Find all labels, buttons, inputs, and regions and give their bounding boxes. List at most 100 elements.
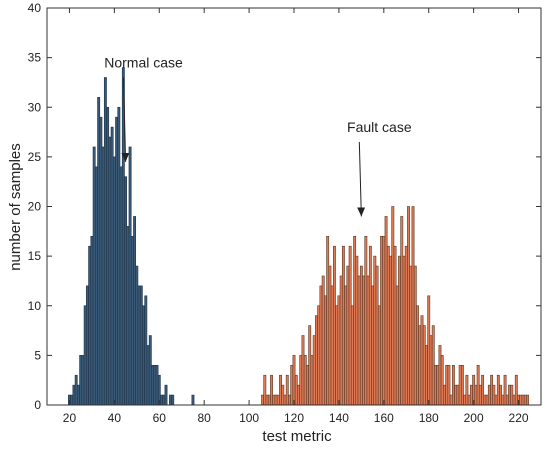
bar [355,255,359,406]
y-tick-label: 30 [28,100,42,114]
annotation-arrow [121,77,130,162]
bar [74,374,78,406]
bar [483,394,487,406]
bar [375,265,379,406]
bar [512,394,516,406]
bar [413,265,417,406]
bar [460,364,464,406]
bar [72,384,76,406]
bar [440,355,444,406]
bar [326,235,330,406]
bar [449,394,453,406]
bar [422,325,426,406]
bar [153,364,157,406]
bar [90,235,94,406]
x-tick-label: 160 [374,411,394,425]
y-tick-label: 35 [28,51,42,65]
bar [110,126,114,406]
bar [276,394,280,406]
bar [160,394,163,406]
bar [395,285,399,406]
bar [292,355,296,406]
y-tick-label: 10 [28,299,42,313]
bar [353,235,357,406]
bar [332,245,336,406]
bar [135,265,139,406]
bar [501,394,505,406]
bar [117,106,121,406]
bar [420,315,424,406]
bar [126,226,130,406]
bar [505,394,509,406]
x-tick-label: 20 [63,411,77,425]
bar [335,305,339,406]
bar [88,245,92,406]
bar [389,255,392,406]
bar [83,305,87,406]
bar [443,384,446,406]
bar [431,325,435,406]
bar [398,255,401,406]
annotation-label: Fault case [347,119,412,135]
series-1 [68,67,195,406]
bar [409,265,413,406]
y-tick-label: 5 [34,348,41,362]
annotations: Normal case Fault case [104,55,412,217]
x-tick-label: 40 [108,411,122,425]
bar [81,355,85,406]
bar [427,295,431,406]
bar [456,384,460,406]
bar [348,245,352,406]
bar [407,206,410,406]
bar [124,176,128,406]
bar [373,255,377,406]
bar [130,235,134,406]
bar [386,245,390,406]
bar [155,364,159,406]
bar [328,265,332,406]
x-tick-label: 200 [464,411,484,425]
bar [445,364,449,406]
bar [485,394,489,406]
bar [404,245,408,406]
bar [346,265,350,406]
x-tick-label: 60 [153,411,167,425]
bar [115,116,119,406]
x-tick-label: 140 [329,411,349,425]
x-tick-label: 220 [509,411,529,425]
bar [350,305,354,406]
bar [144,295,148,406]
bar [526,394,529,406]
bar [103,77,107,406]
bar [492,384,496,406]
bar [303,355,307,406]
bar [447,364,451,406]
x-tick-label: 80 [198,411,212,425]
bar [317,305,321,406]
bar [164,384,168,406]
bar [454,384,458,406]
bar [79,355,83,406]
bar [77,384,80,406]
bar [310,355,314,406]
bar [281,384,285,406]
bar [499,384,503,406]
y-axis-label: number of samples [7,143,24,271]
series-2 [261,206,529,406]
bar [308,325,312,406]
bar [425,345,428,406]
bar [380,235,383,406]
bar [169,394,172,406]
bar [519,394,523,406]
bar [341,245,345,406]
bar [474,384,478,406]
bar [330,285,334,406]
bar [99,116,103,406]
x-tick-label: 180 [419,411,439,425]
bar [391,206,395,406]
bar [382,235,386,406]
bar [270,374,273,406]
bar [290,364,294,406]
bar [119,166,123,406]
